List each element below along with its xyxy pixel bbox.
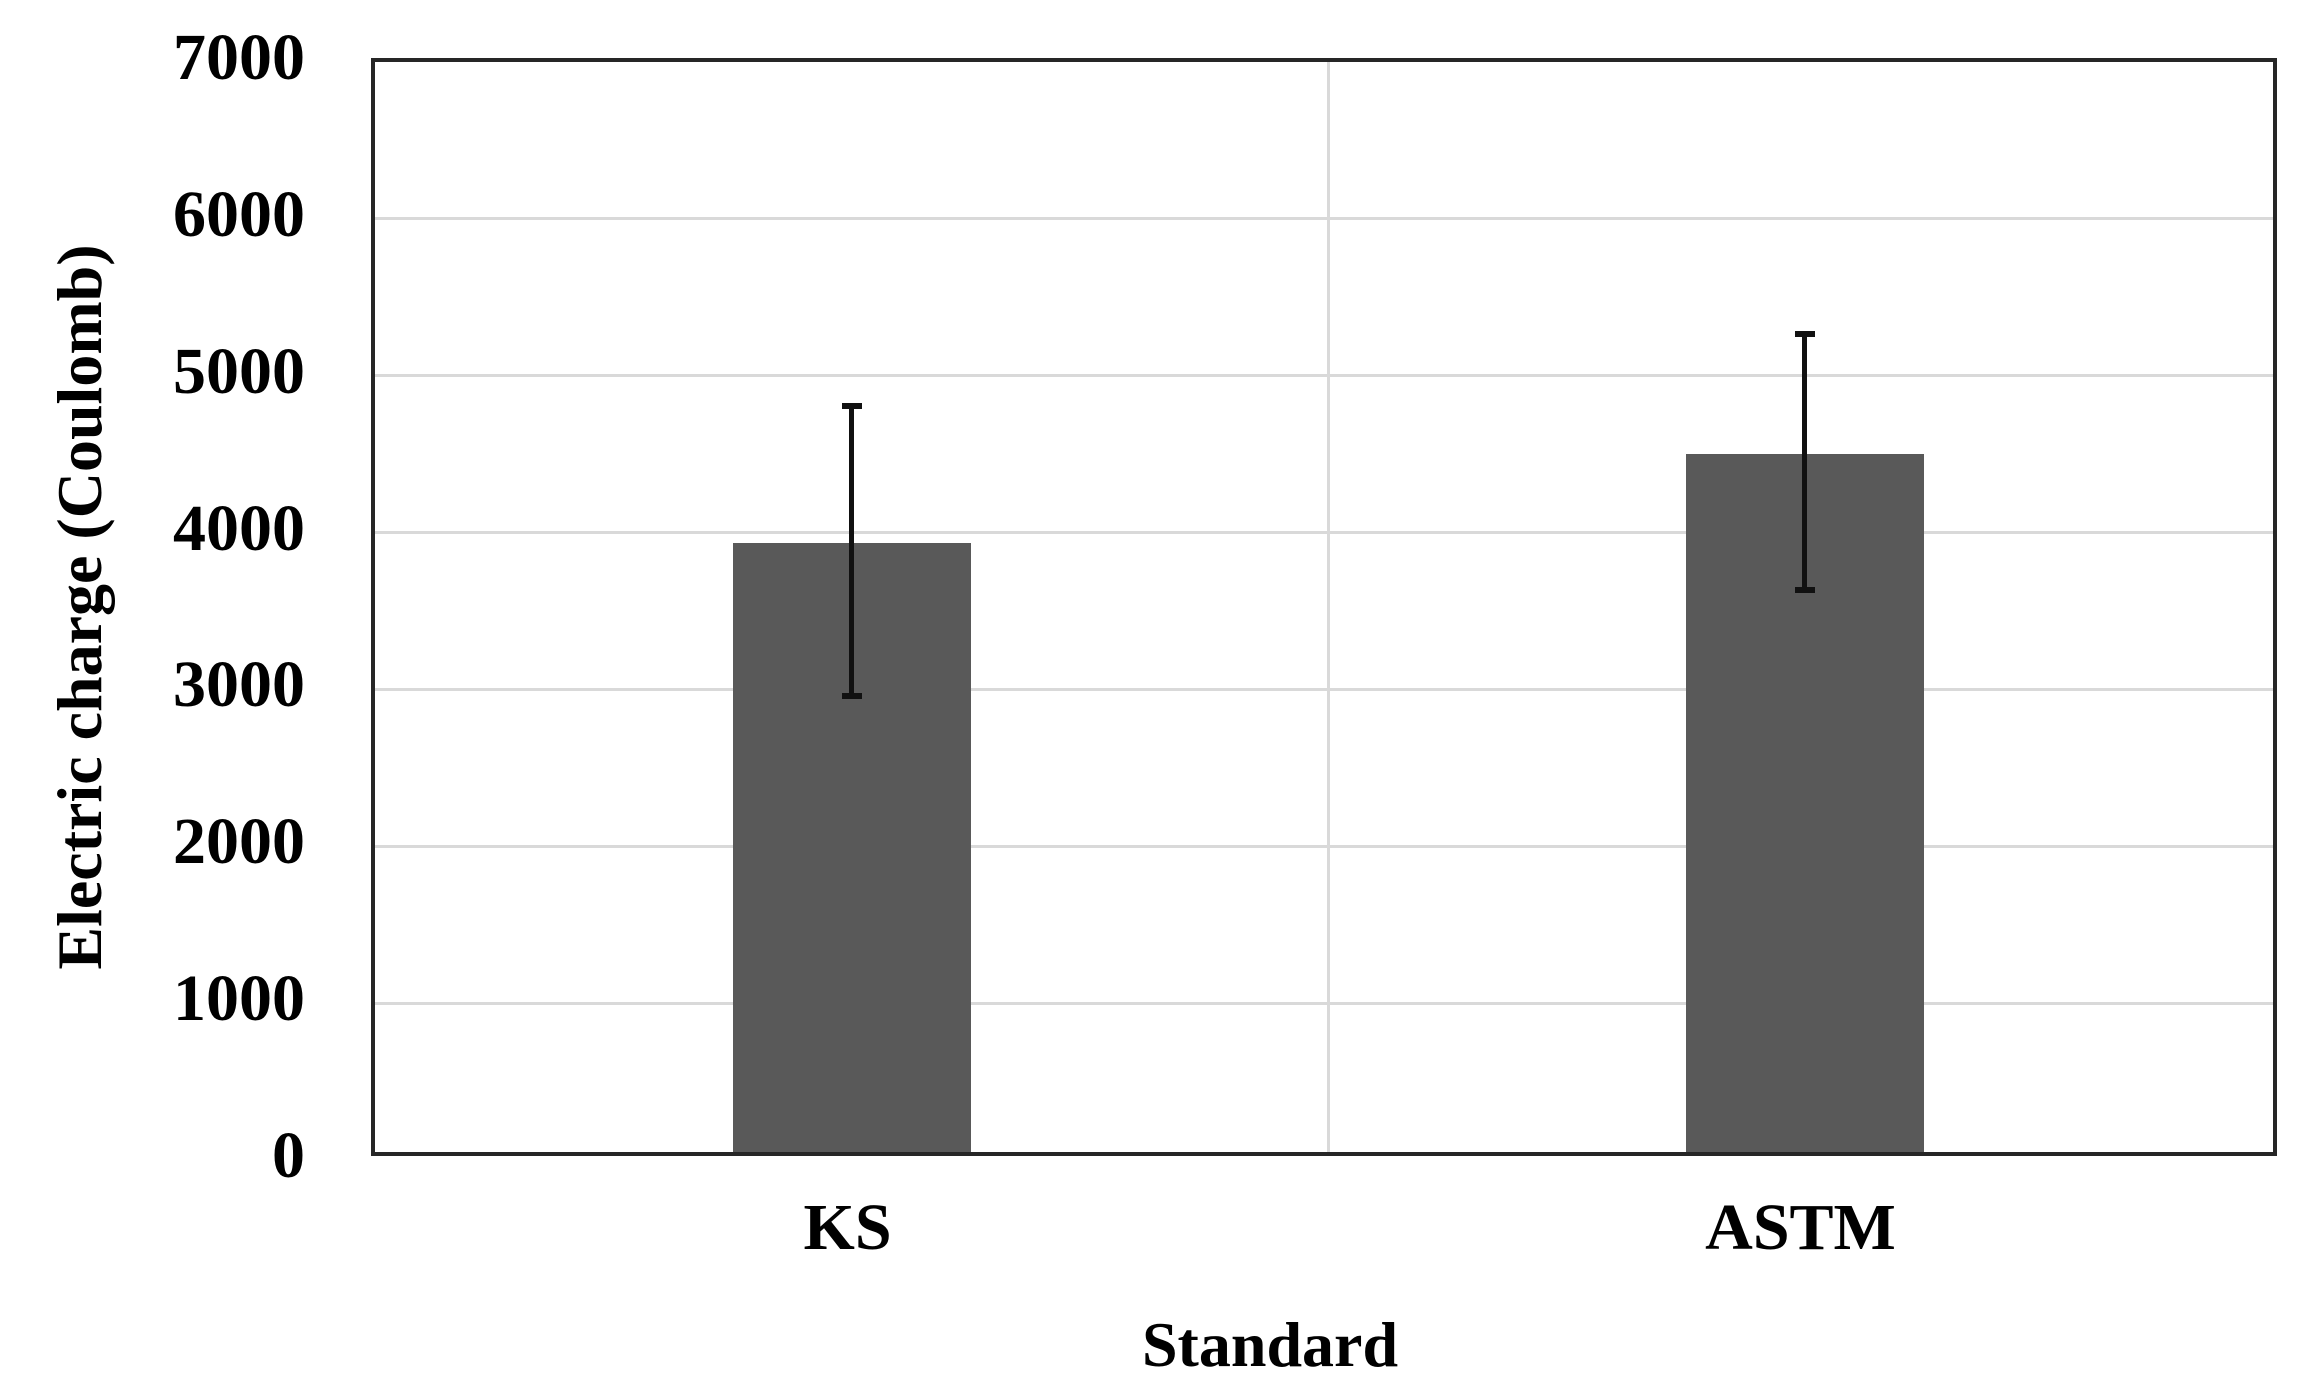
gridline-y-4000 <box>375 531 2273 535</box>
x-category-label-astm: ASTM <box>1705 1191 1896 1264</box>
gridline-y-6000 <box>375 217 2273 221</box>
error-bar-line-ks <box>849 406 854 697</box>
gridline-category-divider <box>1326 62 1330 1152</box>
error-bar-line-astm <box>1802 334 1807 590</box>
y-tick-label-3000: 3000 <box>173 648 305 722</box>
gridline-y-2000 <box>375 844 2273 848</box>
gridline-y-1000 <box>375 1001 2273 1005</box>
y-tick-label-2000: 2000 <box>173 805 305 879</box>
y-tick-label-4000: 4000 <box>173 491 305 565</box>
y-tick-label-7000: 7000 <box>173 21 305 94</box>
error-bar-cap-top-ks <box>841 403 862 410</box>
error-bar-cap-top-astm <box>1794 331 1815 338</box>
y-tick-label-6000: 6000 <box>173 177 305 251</box>
plot-area <box>371 58 2277 1156</box>
y-tick-label-5000: 5000 <box>173 334 305 408</box>
x-axis-title: Standard <box>1141 1309 1399 1380</box>
gridline-y-3000 <box>375 687 2273 691</box>
y-tick-label-0: 0 <box>272 1119 305 1192</box>
error-bar-cap-bottom-astm <box>1794 586 1815 593</box>
x-category-label-ks: KS <box>803 1191 892 1264</box>
gridline-y-5000 <box>375 374 2273 378</box>
y-tick-label-1000: 1000 <box>173 962 305 1036</box>
error-bar-cap-bottom-ks <box>841 693 862 700</box>
